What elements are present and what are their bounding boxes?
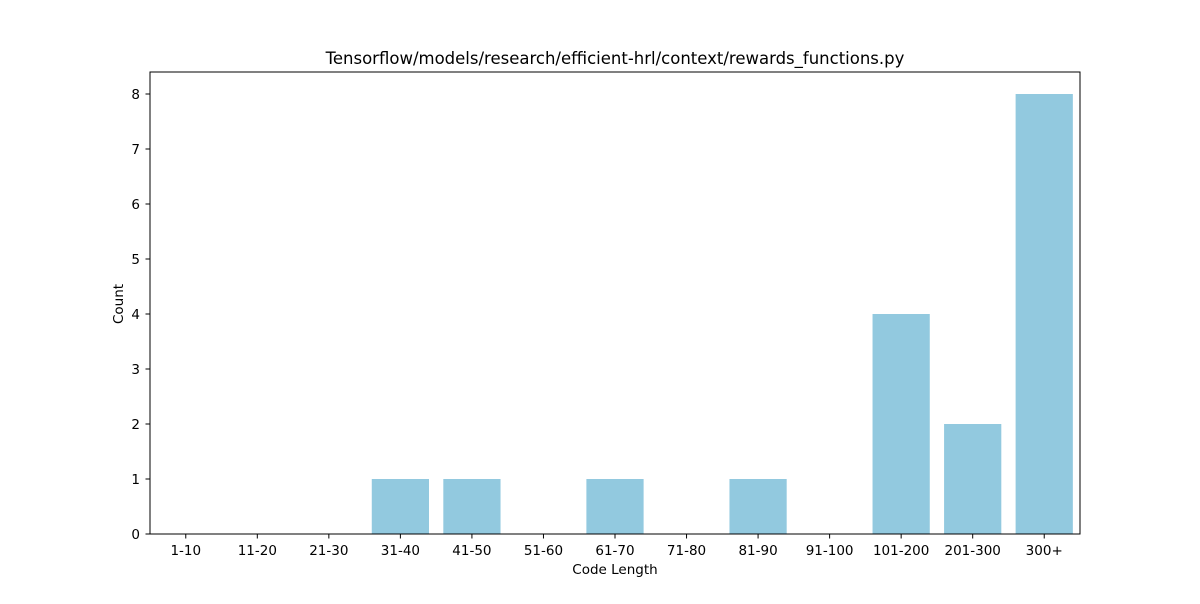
x-tick-label: 31-40 (381, 543, 420, 559)
y-tick-label: 1 (131, 472, 140, 488)
y-tick-label: 7 (131, 142, 140, 158)
x-tick-label: 81-90 (738, 543, 777, 559)
x-tick-label: 101-200 (873, 543, 929, 559)
bars-layer (371, 94, 1073, 534)
x-tick-label: 61-70 (595, 543, 634, 559)
y-tick-label: 2 (131, 417, 140, 433)
y-tick-label: 3 (131, 362, 140, 378)
y-tick-label: 5 (131, 252, 140, 268)
bar-201-300 (944, 424, 1002, 534)
x-tick-label: 71-80 (667, 543, 706, 559)
y-tick-label: 6 (131, 197, 140, 213)
x-tick-label: 91-100 (806, 543, 854, 559)
y-tick-label: 4 (131, 307, 140, 323)
axes-layer: 1-10 11-20 21-30 31-40 41-50 51-60 61-70 71-80 8… (131, 71, 1081, 559)
x-tick-label: 51-60 (524, 543, 563, 559)
x-tick-label: 21-30 (309, 543, 348, 559)
bar-41-50 (443, 479, 501, 534)
chart-title: Tensorflow/models/research/efficient-hrl… (325, 49, 905, 69)
bar-81-90 (729, 479, 787, 534)
x-tick-label: 300+ (1026, 543, 1063, 559)
x-tick-label: 11-20 (238, 543, 277, 559)
bar-31-40 (371, 479, 429, 534)
y-tick-label: 8 (131, 87, 140, 103)
x-tick-label: 1-10 (170, 543, 201, 559)
x-axis-label: Code Length (572, 562, 657, 578)
bar-300+ (1015, 94, 1073, 534)
bar-101-200 (872, 314, 930, 534)
x-tick-label: 201-300 (944, 543, 1000, 559)
x-tick-label: 41-50 (452, 543, 491, 559)
y-tick-label: 0 (131, 527, 140, 543)
y-axis-label: Count (111, 284, 127, 324)
bar-61-70 (586, 479, 644, 534)
